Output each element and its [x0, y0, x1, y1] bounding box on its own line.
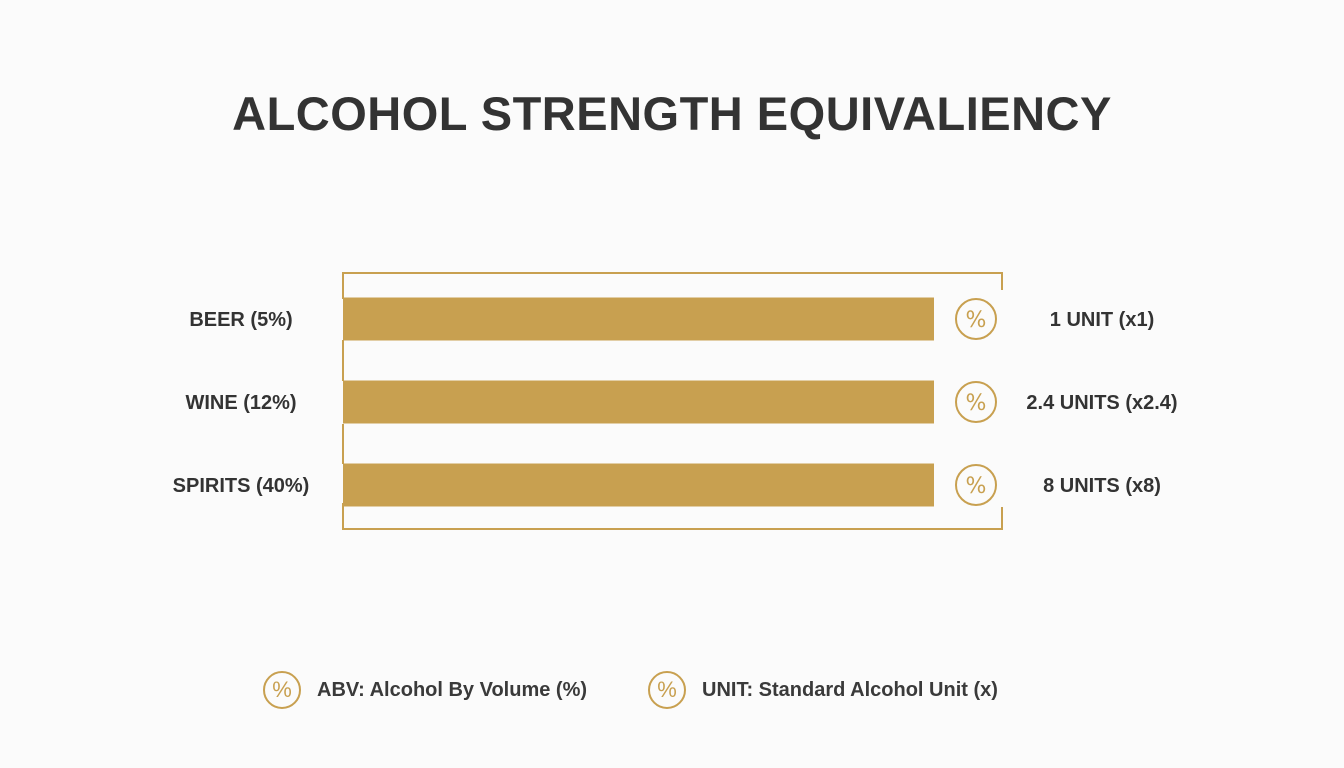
bar-2 — [343, 463, 934, 507]
chart-title: ALCOHOL STRENGTH EQUIVALIENCY — [232, 87, 1112, 140]
percent-icon-glyph: % — [966, 474, 987, 499]
value-label-2: 8 UNITS (x8) — [1043, 475, 1161, 497]
percent-icon — [955, 298, 997, 340]
percent-icon — [955, 464, 997, 506]
percent-icon — [955, 381, 997, 423]
percent-icon: % — [263, 671, 301, 709]
legend-label-abv: ABV: Alcohol By Volume (%) — [317, 678, 588, 701]
category-label-1: WINE (12%) — [185, 392, 296, 414]
legend-label-unit: UNIT: Standard Alcohol Unit (x) — [702, 678, 998, 701]
legend: % ABV: Alcohol By Volume (%) % UNIT: Sta… — [0, 668, 1344, 712]
percent-icon-glyph: % — [966, 308, 987, 333]
category-label-0: BEER (5%) — [189, 309, 292, 331]
value-label-0: 1 UNIT (x1) — [1050, 309, 1154, 331]
value-label-1: 2.4 UNITS (x2.4) — [1026, 392, 1177, 414]
category-label-2: SPIRITS (40%) — [173, 475, 310, 497]
bar-0 — [343, 297, 934, 341]
legend-item-unit: % UNIT: Standard Alcohol Unit (x) — [648, 668, 998, 712]
legend-item-abv: % ABV: Alcohol By Volume (%) — [263, 668, 587, 712]
bar-1 — [343, 380, 934, 424]
chart-frame — [342, 272, 1003, 530]
percent-icon: % — [648, 671, 686, 709]
percent-icon-glyph: % — [966, 391, 987, 416]
